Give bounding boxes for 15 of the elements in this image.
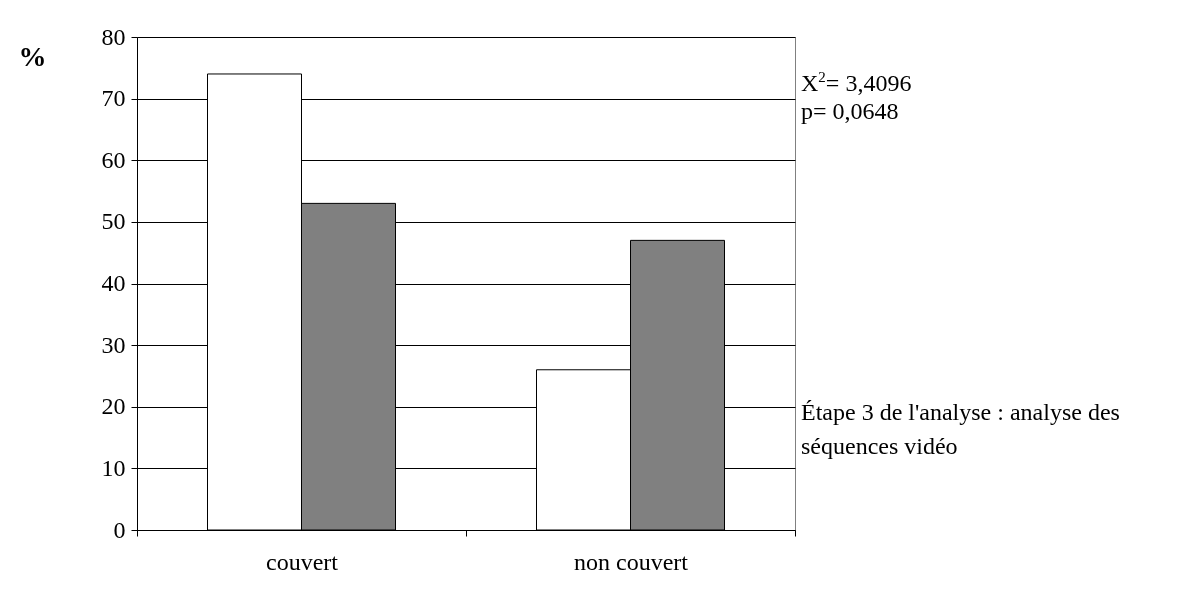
text: p= 0,0648 xyxy=(801,98,899,124)
y-tick-label: 60 xyxy=(101,146,126,173)
y-tick-label: 30 xyxy=(101,331,126,358)
y-tick-label: 10 xyxy=(101,454,126,481)
y-tick-label: 80 xyxy=(101,23,126,50)
x-tick-label: couvert xyxy=(266,548,339,575)
y-tick-label: 40 xyxy=(101,270,126,296)
y-tick-label: 20 xyxy=(101,393,126,420)
y-tick-label: 0 xyxy=(113,516,126,543)
y-tick-label: 70 xyxy=(101,85,126,112)
text: Étape 3 de l'analyse : analyse des séquences vidéo xyxy=(801,398,1121,461)
y-tick-label: 50 xyxy=(101,208,126,235)
text: X$^{2}$= 3,4096 xyxy=(801,69,912,96)
x-tick-label: non couvert xyxy=(574,548,689,575)
y-axis-title: % xyxy=(18,40,47,72)
